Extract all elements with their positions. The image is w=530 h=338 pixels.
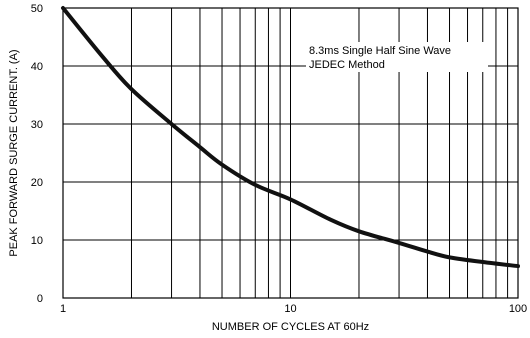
series-line xyxy=(61,6,520,269)
x-tick-label: 10 xyxy=(284,303,296,315)
y-axis-label: PEAK FORWARD SURGE CURRENT. (A) xyxy=(8,49,20,256)
y-tick-label: 10 xyxy=(31,235,43,247)
plot-frame xyxy=(62,7,519,299)
y-tick-label: 20 xyxy=(31,177,43,189)
x-axis-label: NUMBER OF CYCLES AT 60Hz xyxy=(212,321,369,333)
x-tick-label: 100 xyxy=(509,303,527,315)
annotation-line-2: JEDEC Method xyxy=(309,59,385,71)
annotation-background xyxy=(306,42,488,72)
x-tick-label: 1 xyxy=(60,303,66,315)
y-tick-label: 40 xyxy=(31,61,43,73)
y-tick-label: 0 xyxy=(37,293,43,305)
y-tick-labels: 0 10 20 30 40 50 xyxy=(31,3,43,305)
x-tick-labels: 1 10 100 xyxy=(60,303,527,315)
y-tick-label: 30 xyxy=(31,119,43,131)
annotation-line-1: 8.3ms Single Half Sine Wave xyxy=(309,45,451,57)
y-tick-label: 50 xyxy=(31,3,43,15)
